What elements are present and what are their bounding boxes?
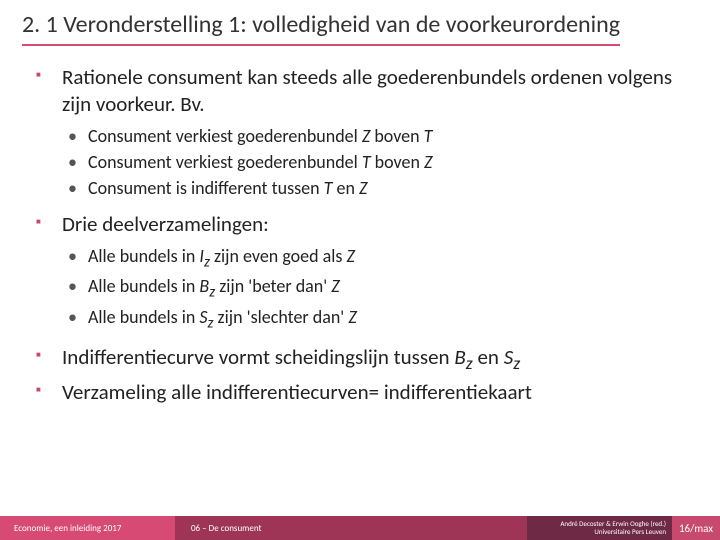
level2-list: Alle bundels in Iz zijn even goed als ZA… <box>68 244 684 335</box>
level1-item: Rationele consument kan steeds alle goed… <box>36 64 684 201</box>
content-area: Rationele consument kan steeds alle goed… <box>0 46 720 540</box>
level1-item: Verzameling alle indifferentiecurven= in… <box>36 379 684 406</box>
level1-item: Drie deelverzamelingen:Alle bundels in I… <box>36 211 684 334</box>
footer-left: Economie, een inleiding 2017 <box>0 516 175 540</box>
footer-page: 16/max <box>672 516 720 540</box>
level2-item: Consument verkiest goederenbundel T bove… <box>68 150 684 174</box>
level2-list: Consument verkiest goederenbundel Z bove… <box>68 124 684 201</box>
level2-item: Alle bundels in Bz zijn 'beter dan' Z <box>68 274 684 303</box>
slide: { "colors": { "accent": "#d64a74", "bull… <box>0 0 720 540</box>
footer-right: André Decoster & Erwin Ooghe (red.) Univ… <box>527 516 672 540</box>
level2-item: Alle bundels in Sz zijn 'slechter dan' Z <box>68 305 684 334</box>
footer-credit-2: Universitaire Pers Leuven <box>594 528 666 536</box>
level1-list: Rationele consument kan steeds alle goed… <box>36 64 684 406</box>
title-container: 2. 1 Veronderstelling 1: volledigheid va… <box>0 0 720 46</box>
slide-title: 2. 1 Veronderstelling 1: volledigheid va… <box>22 10 620 46</box>
level2-item: Consument is indifferent tussen T en Z <box>68 176 684 200</box>
footer-bar: Economie, een inleiding 2017 06 – De con… <box>0 516 720 540</box>
level2-item: Consument verkiest goederenbundel Z bove… <box>68 124 684 148</box>
level1-item: Indifferentiecurve vormt scheidingslijn … <box>36 344 684 375</box>
level2-item: Alle bundels in Iz zijn even goed als Z <box>68 244 684 273</box>
footer-mid: 06 – De consument <box>175 516 527 540</box>
